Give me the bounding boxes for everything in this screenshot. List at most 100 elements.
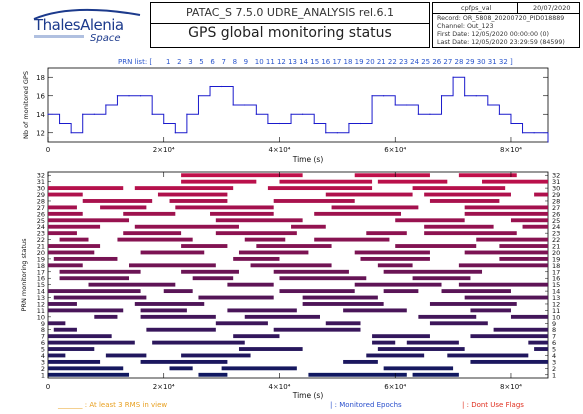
gantt-bar-prn5-1 xyxy=(238,347,303,351)
legend-monitored-prefix: | : xyxy=(330,401,337,409)
gantt-bar-prn6-1 xyxy=(152,340,245,345)
gantt-bar-prn17-3 xyxy=(383,269,483,274)
line-point-4 xyxy=(93,113,95,115)
gantt-ytick-label-left-32: 32 xyxy=(37,172,45,180)
line-ytick-label-18: 18 xyxy=(36,74,45,82)
app-version-line: PATAC_S 7.5.0 UDRE_ANALYSIS rel.6.1 xyxy=(151,3,429,24)
logo-tagline-bar xyxy=(34,35,84,38)
gantt-bar-prn24-4 xyxy=(522,224,548,229)
gantt-bar-prn26-2 xyxy=(210,211,274,216)
line-series-monitored-gps xyxy=(48,76,549,142)
gantt-ytick-label-left-2: 2 xyxy=(41,365,45,373)
gantt-ytick-label-left-29: 29 xyxy=(37,191,45,199)
gantt-bar-prn1-1 xyxy=(198,372,228,377)
gantt-ytick-label-left-3: 3 xyxy=(41,358,45,366)
gantt-bar-prn20-4 xyxy=(464,250,548,255)
gantt-ytick-label-left-9: 9 xyxy=(41,320,45,328)
line-point-41 xyxy=(521,132,524,134)
line-xtick-label-0: 0 xyxy=(46,146,50,154)
line-xtick-label-2: 4×10⁴ xyxy=(268,146,290,154)
info-channel: Channel: Out_123 xyxy=(437,23,494,30)
line-point-40 xyxy=(510,122,512,125)
gantt-ytick-label-left-1: 1 xyxy=(41,371,45,379)
gantt-bar-prn6-2 xyxy=(372,340,396,345)
gantt-ytick-label-left-27: 27 xyxy=(37,204,45,212)
gantt-bar-prn4-4 xyxy=(447,353,529,358)
gantt-bar-prn32-1 xyxy=(354,173,430,178)
gantt-bar-prn29-2 xyxy=(325,192,413,197)
line-point-3 xyxy=(82,113,84,115)
legend-item-dont-use: | : Dont Use Flags xyxy=(462,401,524,409)
gantt-bar-prn27-4 xyxy=(464,205,548,210)
gantt-bar-prn22-2 xyxy=(244,237,286,242)
page-title: GPS global monitoring status xyxy=(188,25,392,41)
gantt-bar-prn27-0 xyxy=(48,205,77,210)
line-ytick-label-14: 14 xyxy=(36,111,45,119)
gantt-ytick-label-left-19: 19 xyxy=(37,255,45,263)
gantt-bar-prn6-0 xyxy=(48,340,135,345)
line-point-38 xyxy=(487,104,489,106)
gantt-bar-prn26-4 xyxy=(464,211,548,216)
gantt-ytick-label-right-12: 12 xyxy=(552,300,560,308)
gantt-ytick-label-right-31: 31 xyxy=(552,178,560,186)
line-point-1 xyxy=(58,122,61,125)
gantt-bar-prn16-1 xyxy=(192,276,234,281)
info-file: cpfps_val xyxy=(461,4,492,12)
line-point-6 xyxy=(116,95,119,97)
gantt-ytick-label-left-17: 17 xyxy=(37,268,45,276)
logo-main-text: ThalesAlenia xyxy=(34,16,124,34)
gantt-ytick-label-left-10: 10 xyxy=(37,313,45,321)
gantt-bar-prn13-3 xyxy=(464,295,548,300)
gantt-ytick-label-left-5: 5 xyxy=(41,346,45,354)
line-point-21 xyxy=(290,113,292,115)
gantt-bar-prn21-1 xyxy=(181,244,228,248)
gantt-bar-prn29-3 xyxy=(424,192,511,197)
gantt-bar-prn13-1 xyxy=(198,295,274,300)
gantt-ytick-label-right-3: 3 xyxy=(552,358,556,366)
prn-list-item-2: 2 xyxy=(177,58,181,66)
gantt-bar-prn21-4 xyxy=(499,244,548,248)
gantt-bar-prn7-3 xyxy=(470,334,548,339)
line-point-7 xyxy=(128,95,130,97)
prn-list: PRN list: [1 2 3 5 6 7 8 9 10 11 12 13 14 15 16 17 18 19 2… xyxy=(118,58,513,66)
prn-list-item-26: 26 xyxy=(432,58,441,66)
gantt-bar-prn18-2 xyxy=(250,263,332,268)
gantt-ytick-label-right-21: 21 xyxy=(552,243,560,251)
gantt-ytick-label-right-22: 22 xyxy=(552,236,560,244)
prn-list-item-1: 1 xyxy=(166,58,170,66)
gantt-bar-prn10-3 xyxy=(418,314,477,319)
gantt-bar-prn3-1 xyxy=(140,359,228,364)
line-point-0 xyxy=(47,113,49,115)
line-xtick-label-1: 2×10⁴ xyxy=(153,146,175,154)
line-xtick-label-3: 6×10⁴ xyxy=(384,146,406,154)
gantt-bar-prn26-1 xyxy=(123,211,176,216)
line-point-42 xyxy=(533,132,535,134)
gantt-ytick-label-left-23: 23 xyxy=(37,230,45,238)
gantt-bar-prn28-1 xyxy=(169,199,228,203)
gantt-bar-prn2-3 xyxy=(383,366,454,371)
prn-list-item-24: 24 xyxy=(410,58,419,66)
gantt-bar-prn10-4 xyxy=(510,314,548,319)
gantt-bar-prn31-2 xyxy=(377,179,448,184)
gantt-ytick-label-left-14: 14 xyxy=(37,288,45,296)
gantt-ytick-label-right-20: 20 xyxy=(552,249,560,257)
prn-list-item-13: 13 xyxy=(288,58,297,66)
gantt-ytick-label-right-14: 14 xyxy=(552,288,560,296)
prn-list-item-28: 28 xyxy=(455,58,464,66)
line-point-19 xyxy=(267,122,269,125)
prn-list-item-5: 5 xyxy=(199,58,203,66)
gantt-bar-prn32-2 xyxy=(458,173,517,178)
line-chart-frame xyxy=(47,67,549,143)
gantt-ytick-label-right-30: 30 xyxy=(552,185,560,193)
prn-list-item-22: 22 xyxy=(388,58,397,66)
line-point-9 xyxy=(151,113,153,115)
gantt-bar-prn16-0 xyxy=(59,276,130,281)
gantt-bar-prn17-1 xyxy=(181,269,239,274)
gantt-ytick-label-left-18: 18 xyxy=(37,262,45,270)
prn-list-item-31: 31 xyxy=(488,58,497,66)
gantt-bar-prn3-0 xyxy=(48,359,101,364)
gantt-bar-prn31-3 xyxy=(482,179,548,184)
gantt-bar-prn22-0 xyxy=(59,237,89,242)
gantt-ylabel: PRN monitoring status xyxy=(20,238,28,312)
line-point-15 xyxy=(221,85,223,88)
